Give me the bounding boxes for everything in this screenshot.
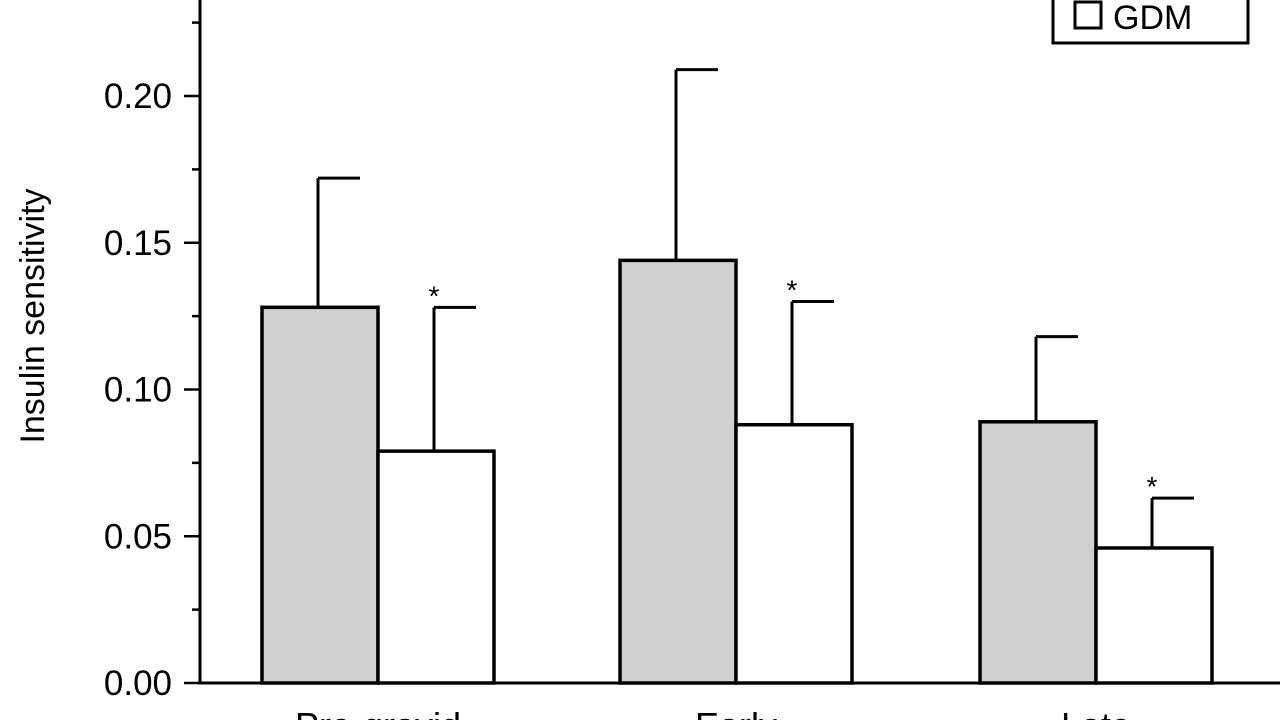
bars: * * * <box>260 68 1214 685</box>
bar-gdm-late <box>1094 546 1214 685</box>
x-category-label: Late <box>1061 705 1131 720</box>
legend: GDM <box>1051 0 1250 45</box>
significance-marker: * <box>429 280 440 311</box>
significance-marker: * <box>1147 471 1158 502</box>
x-category-labels: Pre-gravid Early Late <box>295 705 1131 720</box>
legend-swatch-gdm <box>1073 0 1103 30</box>
y-tick-label: 0.10 <box>104 371 172 410</box>
bar-series-1-pre-gravid <box>260 305 380 685</box>
y-axis-label: Insulin sensitivity <box>14 188 52 443</box>
bar-gdm-early <box>734 422 854 685</box>
y-tick-label: 0.15 <box>104 224 172 263</box>
x-category-label: Early <box>695 705 777 720</box>
y-tick-label: 0.05 <box>104 517 172 556</box>
legend-label-gdm: GDM <box>1113 0 1192 37</box>
y-ticks: 0.00 0.05 0.10 0.15 0.20 <box>104 21 200 703</box>
significance-marker: * <box>787 274 798 305</box>
y-tick-label: 0.20 <box>104 77 172 116</box>
axes <box>198 0 1280 685</box>
y-tick-label: 0.00 <box>104 664 172 703</box>
x-category-label: Pre-gravid <box>295 705 461 720</box>
bar-gdm-pre-gravid <box>376 449 496 685</box>
bar-series-1-late <box>978 420 1098 685</box>
bar-series-1-early <box>618 258 738 685</box>
